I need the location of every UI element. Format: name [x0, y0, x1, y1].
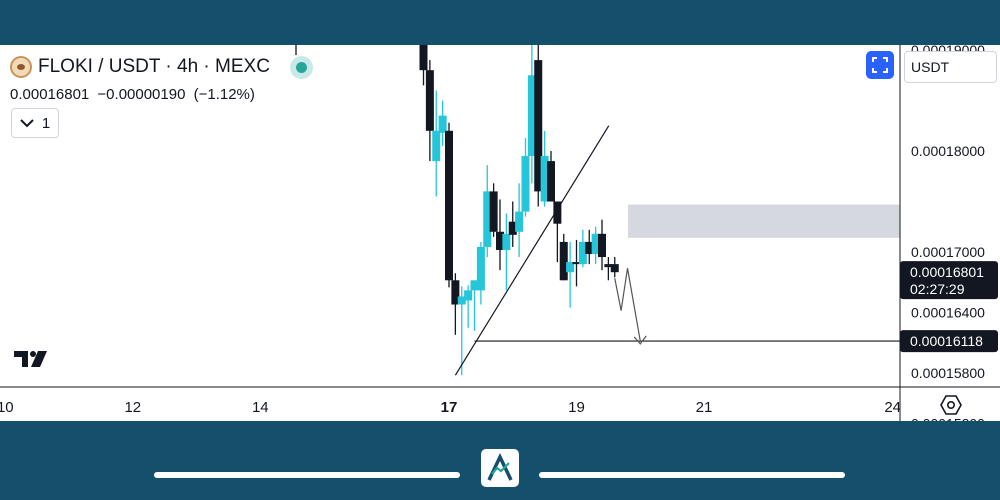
candle-body [502, 233, 511, 250]
candle-body [566, 262, 575, 273]
countdown-label: 02:27:29 [910, 281, 965, 297]
app-logo [481, 449, 519, 487]
resistance-zone [628, 204, 900, 238]
x-tick-label: 12 [124, 399, 141, 416]
candle-body [604, 264, 613, 268]
candle-body [559, 241, 568, 281]
price-label: 0.00016118 [910, 333, 983, 349]
candle-body [476, 246, 485, 291]
price-change-percent: (−1.12%) [193, 86, 255, 103]
price-change: −0.00000190 [97, 86, 186, 103]
y-tick-label: 0.00016400 [911, 305, 985, 321]
candle-body [464, 290, 473, 301]
tradingview-logo [14, 351, 47, 367]
candle-body [598, 233, 606, 258]
projection-arrowhead [633, 335, 647, 345]
price-label: 0.00016801 [910, 264, 984, 280]
price-label-box [900, 330, 998, 353]
candle-body [547, 161, 555, 202]
x-tick-label: 21 [696, 399, 713, 416]
candle-body [585, 241, 594, 255]
price-chart[interactable]: 0.000190000.000180000.000170000.00016400… [0, 45, 1000, 421]
x-tick-label: 14 [252, 399, 269, 416]
a-logo-icon [487, 453, 513, 481]
swipe-bar-right [539, 472, 845, 478]
market-open-indicator [295, 61, 307, 73]
candle-body [610, 264, 619, 273]
symbol-label: FLOKI / USDT · 4h · MEXC [38, 56, 270, 77]
candle-body [508, 221, 517, 235]
price-label-box [900, 261, 998, 300]
y-tick-label: 0.00018000 [911, 143, 985, 159]
candle-body [445, 130, 453, 281]
candle-body [419, 45, 428, 71]
x-tick-label: 19 [568, 399, 585, 416]
candle-body [451, 280, 460, 305]
y-tick-label: 0.00015800 [911, 365, 985, 381]
candle-body [470, 280, 479, 291]
candle-body [534, 60, 543, 192]
projection-path [614, 268, 641, 341]
candle-body [483, 191, 492, 247]
indicators-toggle-button[interactable]: 1 [11, 108, 59, 138]
settings-icon[interactable] [940, 394, 962, 416]
candle-body [527, 75, 536, 157]
x-tick-label: 24 [884, 399, 901, 416]
candle-body [457, 296, 466, 305]
floki-coin-icon [10, 56, 32, 78]
candle-body [425, 70, 434, 131]
candle-body [553, 201, 562, 224]
fullscreen-button[interactable] [866, 51, 894, 79]
candle-body [515, 211, 524, 232]
y-tick-label: 0.00015300 [911, 416, 985, 421]
candle-body [540, 156, 549, 202]
candle-body [572, 262, 581, 265]
last-price: 0.00016801 [10, 86, 90, 103]
fullscreen-icon [872, 57, 888, 73]
x-tick-label: 17 [441, 399, 458, 416]
price-summary: 0.00016801 −0.00000190 (−1.12%) [10, 86, 259, 103]
currency-select[interactable]: USDT [904, 51, 997, 83]
trendline [454, 125, 610, 376]
candle-body [578, 241, 587, 265]
indicator-count: 1 [41, 114, 51, 132]
symbol-title: FLOKI / USDT · 4h · MEXC [10, 56, 307, 78]
x-tick-label: 10 [0, 399, 14, 416]
candle-body [521, 156, 530, 212]
chart-panel[interactable]: 0.000190000.000180000.000170000.00016400… [0, 45, 1000, 421]
chevron-down-icon [20, 118, 34, 127]
swipe-bar-left [154, 472, 460, 478]
candle-body [432, 130, 441, 162]
candle-body [496, 231, 504, 250]
candle-body [438, 115, 447, 133]
candle-body [489, 191, 498, 232]
y-tick-label: 0.00017000 [911, 244, 985, 260]
candle-body [591, 233, 600, 255]
